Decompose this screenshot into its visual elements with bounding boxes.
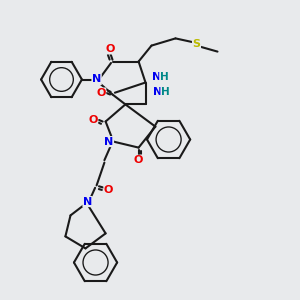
Text: N: N xyxy=(154,87,163,97)
Text: S: S xyxy=(193,39,200,50)
Text: H: H xyxy=(161,87,170,97)
Text: O: O xyxy=(88,115,98,125)
Text: N: N xyxy=(83,196,92,207)
Text: O: O xyxy=(134,155,143,165)
Text: O: O xyxy=(96,88,106,98)
Text: O: O xyxy=(104,185,113,195)
Text: N: N xyxy=(104,136,113,147)
Text: O: O xyxy=(105,44,115,54)
Text: N: N xyxy=(92,74,101,85)
Text: H: H xyxy=(160,72,169,82)
Text: N: N xyxy=(152,72,161,82)
